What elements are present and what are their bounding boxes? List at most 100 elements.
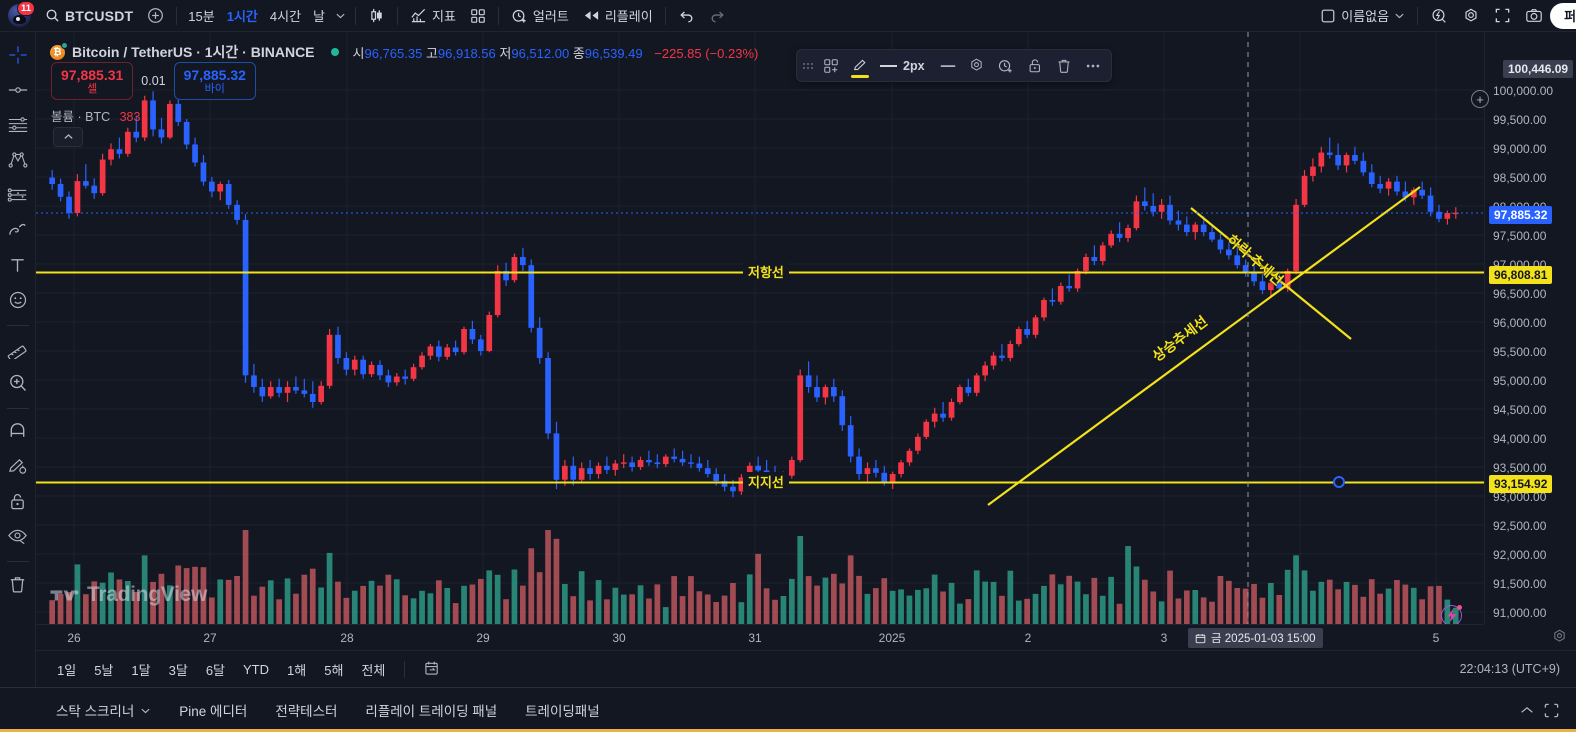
sell-button[interactable]: 97,885.31 셀 — [51, 62, 134, 100]
range-5d[interactable]: 5날 — [94, 662, 114, 678]
user-avatar[interactable]: 11 — [0, 0, 38, 32]
symbol-search-button[interactable]: BTCUSDT — [38, 3, 140, 29]
time-tick: 2025 — [878, 631, 906, 645]
buy-button[interactable]: 97,885.32 바이 — [173, 62, 256, 100]
time-tick: 2 — [1024, 631, 1032, 645]
line-width-button[interactable]: 2px — [875, 53, 933, 79]
realtime-flash-icon[interactable] — [1441, 605, 1462, 624]
snapshot-button[interactable] — [1518, 3, 1550, 29]
remove-drawings-tool[interactable] — [3, 569, 33, 599]
grid-layouts-icon — [470, 8, 486, 24]
chart-settings-button[interactable] — [1455, 3, 1487, 29]
maximize-icon[interactable] — [1543, 702, 1560, 719]
range-3m[interactable]: 3달 — [168, 662, 188, 678]
timeframe-1h[interactable]: 1시간 — [226, 9, 258, 24]
add-alert-icon[interactable] — [992, 53, 1020, 79]
divider — [6, 325, 29, 326]
add-order-button[interactable]: + — [1471, 90, 1489, 108]
fib-retracement-tool[interactable] — [3, 110, 33, 140]
bitcoin-icon — [50, 41, 68, 60]
publish-button[interactable]: 퍼블리 — [1550, 2, 1576, 29]
pencil-icon[interactable] — [846, 53, 874, 79]
alerts-button[interactable]: 얼러트 — [504, 3, 576, 29]
chevron-down-icon — [1394, 10, 1405, 21]
toolbar-drag-handle[interactable] — [801, 62, 813, 69]
patterns-tool[interactable] — [3, 180, 33, 210]
range-1m[interactable]: 1달 — [131, 662, 151, 678]
pitchfork-tool[interactable] — [3, 145, 33, 175]
timeframe-4h[interactable]: 4시간 — [269, 9, 302, 24]
save-layout-button[interactable]: 이름없음 — [1313, 3, 1412, 29]
text-tool[interactable] — [3, 250, 33, 280]
redo-button[interactable] — [702, 3, 733, 29]
magnet-tool[interactable] — [3, 416, 33, 446]
axis-settings-icon[interactable] — [1551, 628, 1568, 650]
price-tick: 99,000.00 — [1493, 142, 1547, 156]
brush-tool[interactable] — [3, 215, 33, 245]
divider — [397, 6, 398, 25]
range-ytd[interactable]: YTD — [243, 661, 270, 677]
add-symbol-button[interactable] — [140, 3, 171, 29]
resistance-price-label: 96,808.81 — [1489, 266, 1553, 284]
tab-pine-editor[interactable]: Pine 에디터 — [179, 704, 248, 719]
low-value: 96,512.00 — [511, 45, 570, 61]
trend-line-tool[interactable] — [3, 75, 33, 105]
legend-collapse-button[interactable] — [53, 127, 83, 147]
notification-badge[interactable]: 11 — [16, 0, 35, 16]
bid-ask-panel: 97,885.31 셀 0.01 97,885.32 바이 — [51, 62, 256, 100]
range-1d[interactable]: 1일 — [57, 662, 77, 678]
more-icon[interactable] — [1079, 53, 1107, 79]
price-tick: 96,500.00 — [1493, 287, 1547, 301]
drawing-properties-toolbar[interactable]: 2px — [796, 49, 1112, 82]
drawing-mode-tool[interactable] — [3, 451, 33, 481]
open-label: 시 — [352, 45, 365, 61]
unlock-icon[interactable] — [1021, 53, 1049, 79]
range-5y[interactable]: 5해 — [324, 662, 344, 678]
range-6m[interactable]: 6달 — [205, 662, 226, 678]
range-all[interactable]: 전체 — [361, 662, 386, 678]
tab-stock-screener[interactable]: 스탁 스크리너 — [44, 694, 163, 726]
settings-hexagon-icon[interactable] — [963, 53, 991, 79]
gear-icon — [1462, 7, 1480, 25]
high-value: 96,918.56 — [437, 45, 496, 61]
fullscreen-button[interactable] — [1487, 3, 1518, 29]
timeframe-15m[interactable]: 15분 — [188, 9, 215, 24]
line-preview — [880, 64, 897, 67]
chart-title[interactable]: Bitcoin / TetherUS · 1시간 · BINANCE — [72, 44, 315, 60]
undo-button[interactable] — [671, 3, 702, 29]
volume-legend[interactable]: 볼륨 · BTC 383 — [51, 106, 140, 125]
range-toolbar: 1일 5날 1달 3달 6달 YTD 1해 5해 전체 22:04:13 (UT… — [36, 650, 1576, 687]
close-label: 종 — [572, 45, 585, 61]
goto-date-button[interactable] — [417, 657, 448, 682]
tab-strategy-tester[interactable]: 전략테스터 — [275, 704, 338, 719]
tab-replay-trading-panel[interactable]: 리플레이 트레이딩 패널 — [365, 704, 498, 719]
timeframe-dropdown[interactable] — [331, 3, 350, 29]
timeframe-1d[interactable]: 날 — [313, 9, 325, 24]
quick-search-button[interactable] — [1423, 3, 1455, 29]
time-axis[interactable]: 26 27 28 29 30 31 2025 2 3 5 금 2025-01-0… — [36, 624, 1565, 650]
symbol-label: BTCUSDT — [65, 7, 134, 24]
templates-icon[interactable] — [817, 53, 845, 79]
layouts-button[interactable] — [463, 3, 493, 29]
lock-drawings-tool[interactable] — [3, 486, 33, 516]
chart-canvas[interactable]: 저항선 지지선 하락 추세선 상승추세선 Bitcoin / TetherUS … — [36, 32, 1484, 624]
replay-button[interactable]: 리플레이 — [576, 3, 660, 29]
crosshair-tool[interactable] — [3, 40, 33, 70]
chevron-up-icon[interactable] — [1519, 705, 1535, 716]
price-tick: 95,500.00 — [1493, 345, 1547, 359]
support-price-label: 93,154.92 — [1489, 475, 1553, 493]
tab-trading-panel[interactable]: 트레이딩패널 — [525, 704, 600, 719]
price-axis[interactable]: + 100,446.09 100,000.00 99,500.00 99,000… — [1471, 32, 1576, 624]
zoom-in-tool[interactable] — [3, 368, 33, 398]
emoji-tool[interactable] — [3, 285, 33, 315]
camera-icon — [1525, 7, 1543, 24]
line-style-icon[interactable] — [934, 53, 962, 79]
measure-tool[interactable] — [3, 333, 33, 363]
range-1y[interactable]: 1해 — [287, 662, 307, 678]
price-tick: 97,500.00 — [1493, 229, 1547, 243]
trash-icon[interactable] — [1050, 53, 1078, 79]
hide-drawings-tool[interactable] — [3, 521, 33, 551]
close-value: 96,539.49 — [584, 45, 643, 61]
indicators-button[interactable]: 지표 — [403, 3, 463, 29]
chart-style-button[interactable] — [361, 3, 392, 29]
